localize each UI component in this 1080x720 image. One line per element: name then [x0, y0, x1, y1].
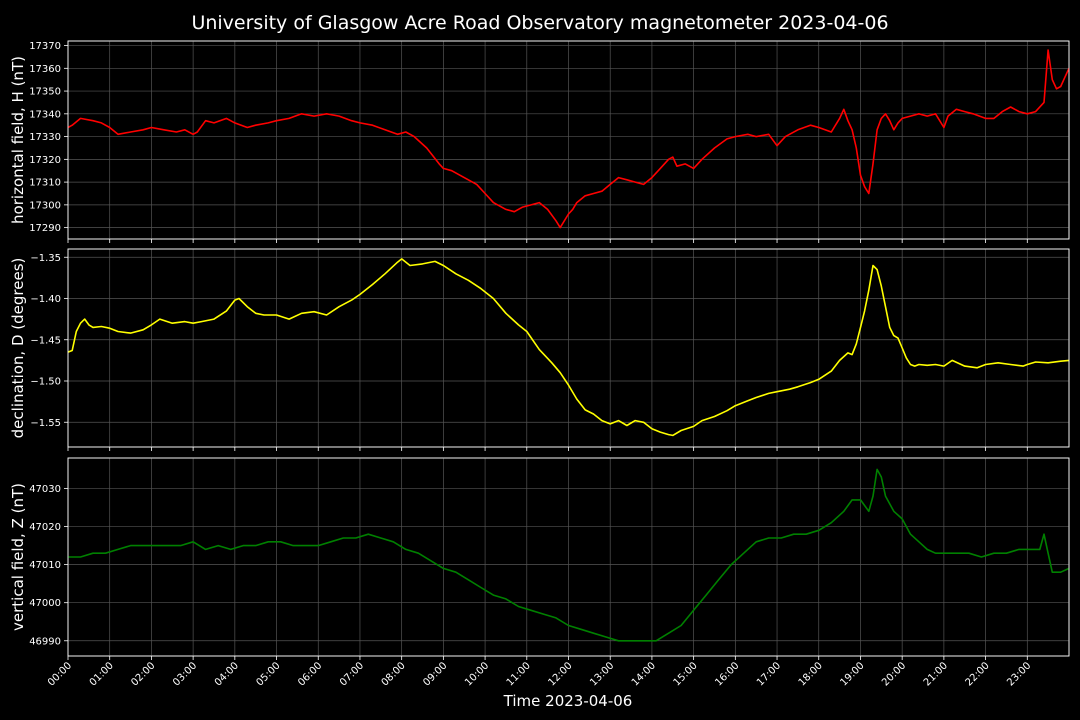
y-tick-label: −1.55: [30, 418, 61, 429]
x-tick-label: 23:00: [1005, 660, 1033, 688]
y-tick-label: 47030: [29, 484, 61, 495]
x-tick-label: 21:00: [922, 660, 950, 688]
series-line-h: [67, 49, 1070, 229]
panel-declination: declination, D (degrees) −1.55 −1.50 −1.45…: [9, 248, 1070, 451]
y-tick-label: 17300: [29, 200, 61, 211]
y-tick-label: 17370: [29, 41, 61, 52]
x-tick-label: 20:00: [880, 660, 908, 688]
ylabel-d: declination, D (degrees): [9, 258, 27, 439]
panel-vertical-field: vertical field, Z (nT) 46990 47000 47010 47…: [9, 457, 1070, 660]
y-tick-label: 17310: [29, 178, 61, 189]
y-tick-label: 17360: [29, 64, 61, 75]
y-tick-label: −1.35: [30, 253, 61, 264]
series-line-z: [68, 468, 1070, 642]
series-line-d: [67, 258, 1070, 437]
plot-frame: [67, 248, 1070, 448]
x-axis: 00:00 01:00 02:00 03:00 04:00 05:00 06:00 07:00…: [46, 660, 1033, 688]
x-tick-label: 01:00: [88, 660, 116, 688]
y-tick-label: 17350: [29, 87, 61, 98]
x-tick-label: 17:00: [755, 660, 783, 688]
x-tick-label: 02:00: [129, 660, 157, 688]
grid-h: 17290 17300 17310 17320 17330 17340 17350 17360…: [29, 41, 1069, 243]
x-tick-label: 04:00: [213, 660, 241, 688]
x-tick-label: 14:00: [630, 660, 658, 688]
plot-frame: [67, 457, 1070, 657]
y-tick-label: 47000: [29, 598, 61, 609]
x-tick-label: 03:00: [171, 660, 199, 688]
x-tick-label: 18:00: [797, 660, 825, 688]
x-tick-label: 10:00: [463, 660, 491, 688]
y-tick-label: −1.45: [30, 335, 61, 346]
y-tick-label: 17330: [29, 132, 61, 143]
y-tick-label: −1.40: [30, 294, 61, 305]
x-tick-label: 00:00: [46, 660, 74, 688]
y-tick-label: 47020: [29, 522, 61, 533]
x-tick-label: 09:00: [421, 660, 449, 688]
plot-frame: [67, 40, 1070, 240]
y-tick-label: 17290: [29, 223, 61, 234]
x-tick-label: 12:00: [546, 660, 574, 688]
x-tick-label: 11:00: [505, 660, 533, 688]
x-tick-label: 19:00: [838, 660, 866, 688]
ylabel-z: vertical field, Z (nT): [9, 483, 27, 631]
y-tick-label: 17320: [29, 155, 61, 166]
y-tick-label: 46990: [29, 636, 61, 647]
y-tick-label: 17340: [29, 109, 61, 120]
x-tick-label: 06:00: [296, 660, 324, 688]
panel-horizontal-field: horizontal field, H (nT) 17290 17300 17310…: [9, 40, 1070, 243]
grid-z: 46990 47000 47010 47020 47030: [29, 458, 1069, 660]
y-tick-label: 47010: [29, 560, 61, 571]
y-tick-label: −1.50: [30, 377, 61, 388]
x-tick-label: 22:00: [964, 660, 992, 688]
x-tick-label: 05:00: [255, 660, 283, 688]
x-tick-label: 13:00: [588, 660, 616, 688]
x-tick-label: 15:00: [672, 660, 700, 688]
x-tick-label: 07:00: [338, 660, 366, 688]
x-tick-label: 08:00: [380, 660, 408, 688]
chart-title: University of Glasgow Acre Road Observat…: [191, 12, 888, 34]
grid-d: −1.55 −1.50 −1.45 −1.40 −1.35: [30, 249, 1069, 451]
x-axis-label: Time 2023-04-06: [503, 692, 633, 710]
ylabel-h: horizontal field, H (nT): [9, 56, 27, 224]
x-tick-label: 16:00: [713, 660, 741, 688]
